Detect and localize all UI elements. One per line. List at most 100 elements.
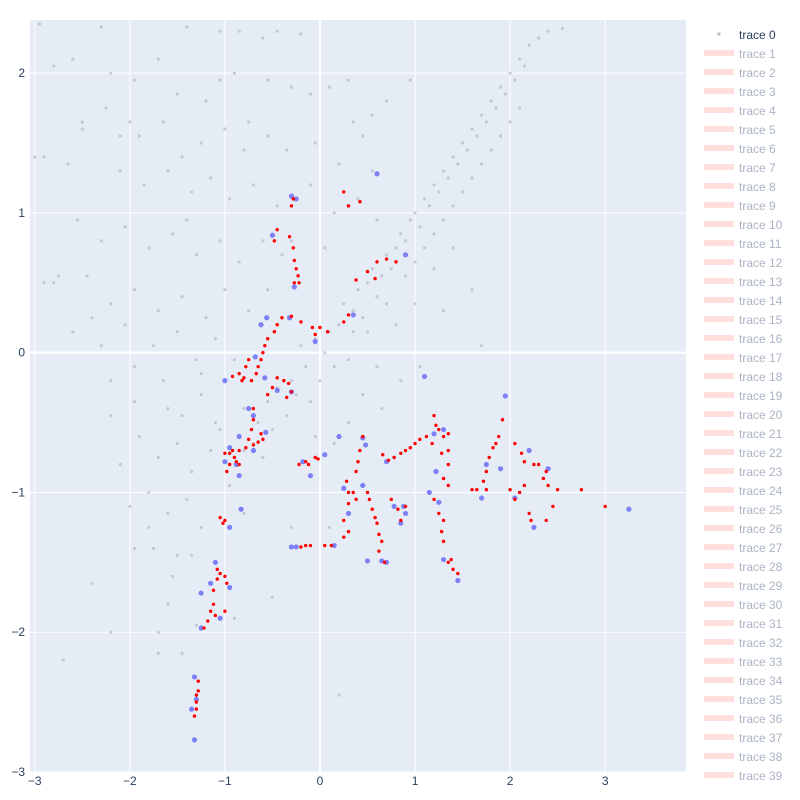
path-point bbox=[544, 518, 548, 523]
legend-swatch bbox=[704, 164, 734, 170]
background-point bbox=[370, 267, 374, 271]
legend-item[interactable]: trace 18 bbox=[704, 370, 783, 384]
legend[interactable]: trace 0 trace 1 trace 2 trace 3 trace 4 trace… bbox=[704, 28, 783, 783]
background-point bbox=[365, 330, 370, 334]
background-point bbox=[199, 372, 203, 376]
background-point bbox=[166, 169, 170, 173]
background-point bbox=[80, 120, 84, 124]
background-point bbox=[261, 36, 265, 40]
legend-item[interactable]: trace 34 bbox=[704, 674, 783, 688]
legend-label: trace 28 bbox=[739, 560, 783, 574]
legend-item[interactable]: trace 8 bbox=[704, 180, 776, 194]
path-point bbox=[192, 714, 197, 718]
background-point bbox=[323, 246, 327, 250]
legend-item[interactable]: trace 19 bbox=[704, 389, 783, 403]
path-point bbox=[297, 462, 301, 467]
background-point bbox=[484, 120, 488, 124]
legend-item[interactable]: trace 9 bbox=[704, 199, 776, 213]
node-point bbox=[238, 506, 244, 512]
legend-item[interactable]: trace 3 bbox=[704, 85, 776, 99]
path-point bbox=[441, 476, 446, 481]
legend-item[interactable]: trace 27 bbox=[704, 541, 783, 555]
legend-item[interactable]: trace 10 bbox=[704, 218, 783, 232]
legend-item[interactable]: trace 6 bbox=[704, 142, 776, 156]
background-point bbox=[161, 379, 165, 383]
legend-item[interactable]: trace 23 bbox=[704, 465, 783, 479]
background-point bbox=[403, 239, 408, 243]
path-point bbox=[304, 459, 308, 464]
background-point bbox=[42, 155, 46, 159]
legend-label: trace 21 bbox=[739, 427, 783, 441]
legend-item[interactable]: trace 33 bbox=[704, 655, 783, 669]
legend-item[interactable]: trace 25 bbox=[704, 503, 783, 517]
legend-item[interactable]: trace 0 bbox=[717, 28, 776, 42]
node-point bbox=[288, 544, 295, 550]
legend-swatch bbox=[704, 563, 734, 569]
legend-item[interactable]: trace 21 bbox=[704, 427, 783, 441]
legend-item[interactable]: trace 35 bbox=[704, 693, 783, 707]
path-point bbox=[439, 529, 444, 534]
x-tick-label: −3 bbox=[28, 774, 42, 788]
legend-swatch bbox=[704, 183, 734, 189]
legend-item[interactable]: trace 15 bbox=[704, 313, 783, 327]
path-point bbox=[318, 325, 322, 330]
legend-label: trace 34 bbox=[739, 674, 783, 688]
background-point bbox=[61, 658, 65, 662]
legend-item[interactable]: trace 30 bbox=[704, 598, 783, 612]
background-point bbox=[147, 490, 151, 495]
legend-item[interactable]: trace 29 bbox=[704, 579, 783, 593]
legend-item[interactable]: trace 32 bbox=[704, 636, 783, 650]
legend-item[interactable]: trace 38 bbox=[704, 750, 783, 764]
legend-item[interactable]: trace 1 bbox=[704, 47, 776, 61]
path-point bbox=[408, 446, 412, 450]
legend-item[interactable]: trace 16 bbox=[704, 332, 783, 346]
legend-item[interactable]: trace 17 bbox=[704, 351, 783, 365]
y-tick-label: −1 bbox=[11, 485, 25, 499]
path-point bbox=[377, 549, 381, 553]
legend-label: trace 10 bbox=[739, 218, 783, 232]
path-point bbox=[237, 371, 241, 376]
legend-item[interactable]: trace 12 bbox=[704, 256, 783, 270]
background-point bbox=[242, 448, 246, 453]
background-point bbox=[80, 127, 84, 131]
path-point bbox=[430, 441, 434, 446]
legend-item[interactable]: trace 20 bbox=[704, 408, 783, 422]
node-point bbox=[440, 426, 447, 433]
path-point bbox=[365, 490, 370, 495]
legend-item[interactable]: trace 36 bbox=[704, 712, 783, 726]
legend-item[interactable]: trace 11 bbox=[704, 237, 782, 251]
path-point bbox=[342, 320, 346, 324]
legend-item[interactable]: trace 7 bbox=[704, 161, 776, 175]
legend-item[interactable]: trace 22 bbox=[704, 446, 783, 460]
background-point bbox=[479, 113, 484, 117]
legend-item[interactable]: trace 14 bbox=[704, 294, 783, 308]
legend-item[interactable]: trace 31 bbox=[704, 617, 783, 631]
background-point bbox=[389, 267, 393, 271]
path-point bbox=[194, 693, 199, 697]
background-point bbox=[85, 274, 89, 278]
legend-item[interactable]: trace 13 bbox=[704, 275, 783, 289]
legend-swatch bbox=[704, 734, 734, 740]
background-point bbox=[156, 630, 160, 634]
background-point bbox=[342, 302, 346, 306]
legend-item[interactable]: trace 24 bbox=[704, 484, 783, 498]
legend-item[interactable]: trace 4 bbox=[704, 104, 776, 118]
background-point bbox=[142, 183, 146, 187]
grid-lines bbox=[30, 20, 686, 773]
legend-item[interactable]: trace 37 bbox=[704, 731, 783, 745]
legend-item[interactable]: trace 39 bbox=[704, 769, 783, 783]
background-point bbox=[190, 553, 194, 557]
legend-swatch bbox=[704, 240, 734, 246]
legend-item[interactable]: trace 2 bbox=[704, 66, 776, 80]
legend-item[interactable]: trace 28 bbox=[704, 560, 783, 574]
legend-label: trace 38 bbox=[739, 750, 783, 764]
background-point bbox=[128, 504, 132, 509]
path-point bbox=[297, 281, 301, 285]
path-point bbox=[223, 451, 227, 456]
legend-item[interactable]: trace 5 bbox=[704, 123, 776, 137]
node-point bbox=[402, 510, 409, 517]
x-tick-label: 3 bbox=[602, 774, 609, 788]
background-point bbox=[432, 267, 436, 271]
legend-item[interactable]: trace 26 bbox=[704, 522, 783, 536]
background-point bbox=[384, 253, 389, 257]
